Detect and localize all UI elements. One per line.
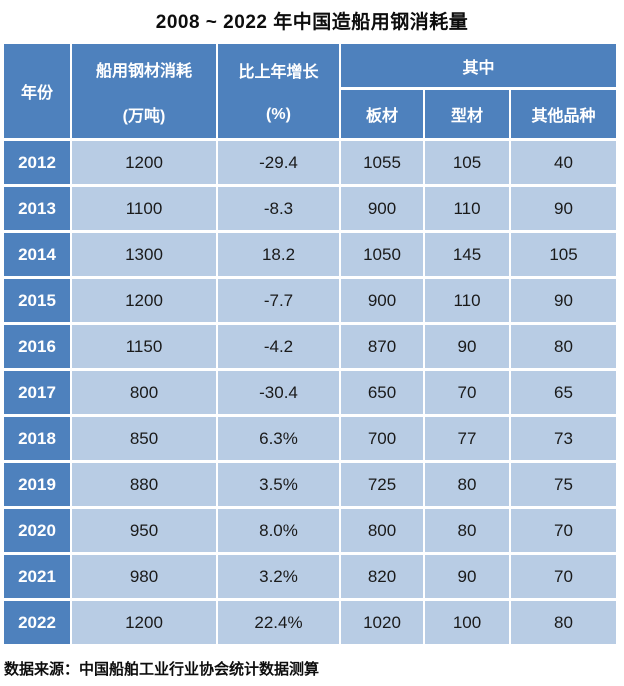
data-cell: 40 xyxy=(511,141,617,184)
year-cell: 2014 xyxy=(4,233,70,276)
header-consumption: 船用钢材消耗 (万吨) xyxy=(72,44,216,138)
header-plate: 板材 xyxy=(341,90,423,138)
year-cell: 2016 xyxy=(4,325,70,368)
data-cell: -4.2 xyxy=(218,325,339,368)
data-cell: 650 xyxy=(341,371,423,414)
data-cell: 850 xyxy=(72,417,216,460)
data-cell: 90 xyxy=(425,325,509,368)
header-growth-lines: 比上年增长 (%) xyxy=(218,46,339,136)
header-section: 型材 xyxy=(425,90,509,138)
data-cell: 145 xyxy=(425,233,509,276)
year-cell: 2021 xyxy=(4,555,70,598)
data-cell: 1050 xyxy=(341,233,423,276)
data-cell: 980 xyxy=(72,555,216,598)
data-cell: 1100 xyxy=(72,187,216,230)
header-other-types: 其他品种 xyxy=(511,90,617,138)
data-cell: 880 xyxy=(72,463,216,506)
data-cell: 80 xyxy=(511,601,617,644)
data-cell: 1200 xyxy=(72,141,216,184)
table-header: 年份 船用钢材消耗 (万吨) 比上年增长 (%) 其中 板材 型材 xyxy=(4,44,617,138)
data-cell: 70 xyxy=(511,509,617,552)
data-cell: 110 xyxy=(425,187,509,230)
data-cell: 3.2% xyxy=(218,555,339,598)
header-consumption-line1: 船用钢材消耗 xyxy=(95,62,192,80)
table-row: 2022 1200 22.4% 1020 100 80 xyxy=(4,601,617,644)
data-cell: -29.4 xyxy=(218,141,339,184)
header-growth-unit: (%) xyxy=(266,106,291,123)
header-row-top: 年份 船用钢材消耗 (万吨) 比上年增长 (%) 其中 xyxy=(4,44,617,138)
data-cell: 110 xyxy=(425,279,509,322)
table-row: 2015 1200 -7.7 900 110 90 xyxy=(4,279,617,322)
data-cell: 80 xyxy=(511,325,617,368)
year-cell: 2022 xyxy=(4,601,70,644)
data-cell: 80 xyxy=(425,463,509,506)
data-cell: 1020 xyxy=(341,601,423,644)
data-cell: 90 xyxy=(511,279,617,322)
table-body: 2012 1200 -29.4 1055 105 40 2013 1100 -8.3 900 110… xyxy=(4,141,617,644)
table-row: 2020 950 8.0% 800 80 70 xyxy=(4,509,617,552)
data-cell: 90 xyxy=(511,187,617,230)
data-cell: 77 xyxy=(425,417,509,460)
year-cell: 2013 xyxy=(4,187,70,230)
data-cell: 1055 xyxy=(341,141,423,184)
data-cell: 1150 xyxy=(72,325,216,368)
year-cell: 2018 xyxy=(4,417,70,460)
data-cell: 725 xyxy=(341,463,423,506)
data-cell: 900 xyxy=(341,187,423,230)
header-year: 年份 xyxy=(4,44,70,138)
data-cell: 6.3% xyxy=(218,417,339,460)
data-cell: 90 xyxy=(425,555,509,598)
year-cell: 2017 xyxy=(4,371,70,414)
header-consumption-unit: (万吨) xyxy=(122,107,166,125)
table-row: 2018 850 6.3% 700 77 73 xyxy=(4,417,617,460)
table-row: 2013 1100 -8.3 900 110 90 xyxy=(4,187,617,230)
data-cell: 75 xyxy=(511,463,617,506)
data-cell: 70 xyxy=(425,371,509,414)
data-cell: 70 xyxy=(511,555,617,598)
table-row: 2019 880 3.5% 725 80 75 xyxy=(4,463,617,506)
data-cell: -30.4 xyxy=(218,371,339,414)
header-of-which: 其中 xyxy=(341,44,617,87)
data-cell: 870 xyxy=(341,325,423,368)
page-title: 2008 ~ 2022 年中国造船用钢消耗量 xyxy=(155,12,469,33)
table-row: 2014 1300 18.2 1050 145 105 xyxy=(4,233,617,276)
table-row: 2021 980 3.2% 820 90 70 xyxy=(4,555,617,598)
year-cell: 2012 xyxy=(4,141,70,184)
data-cell: 1200 xyxy=(72,601,216,644)
data-cell: 820 xyxy=(341,555,423,598)
data-cell: 800 xyxy=(341,509,423,552)
data-cell: 1300 xyxy=(72,233,216,276)
data-cell: -8.3 xyxy=(218,187,339,230)
header-row-sub: 板材 型材 其他品种 xyxy=(4,90,617,138)
table-row: 2017 800 -30.4 650 70 65 xyxy=(4,371,617,414)
data-cell: 73 xyxy=(511,417,617,460)
data-cell: 900 xyxy=(341,279,423,322)
data-cell: 22.4% xyxy=(218,601,339,644)
header-growth: 比上年增长 (%) xyxy=(218,44,339,138)
data-cell: 1200 xyxy=(72,279,216,322)
data-cell: 105 xyxy=(511,233,617,276)
year-cell: 2019 xyxy=(4,463,70,506)
data-cell: -7.7 xyxy=(218,279,339,322)
data-cell: 105 xyxy=(425,141,509,184)
steel-consumption-table: 年份 船用钢材消耗 (万吨) 比上年增长 (%) 其中 板材 型材 xyxy=(2,41,618,647)
data-cell: 65 xyxy=(511,371,617,414)
data-cell: 18.2 xyxy=(218,233,339,276)
data-cell: 800 xyxy=(72,371,216,414)
table-row: 2016 1150 -4.2 870 90 80 xyxy=(4,325,617,368)
data-cell: 100 xyxy=(425,601,509,644)
data-cell: 700 xyxy=(341,417,423,460)
source-note: 数据来源：中国船舶工业行业协会统计数据测算 xyxy=(4,661,320,678)
data-cell: 950 xyxy=(72,509,216,552)
header-consumption-lines: 船用钢材消耗 (万吨) xyxy=(72,46,216,136)
table-row: 2012 1200 -29.4 1055 105 40 xyxy=(4,141,617,184)
data-cell: 8.0% xyxy=(218,509,339,552)
header-growth-line1: 比上年增长 xyxy=(238,64,319,81)
year-cell: 2020 xyxy=(4,509,70,552)
year-cell: 2015 xyxy=(4,279,70,322)
data-cell: 3.5% xyxy=(218,463,339,506)
data-cell: 80 xyxy=(425,509,509,552)
